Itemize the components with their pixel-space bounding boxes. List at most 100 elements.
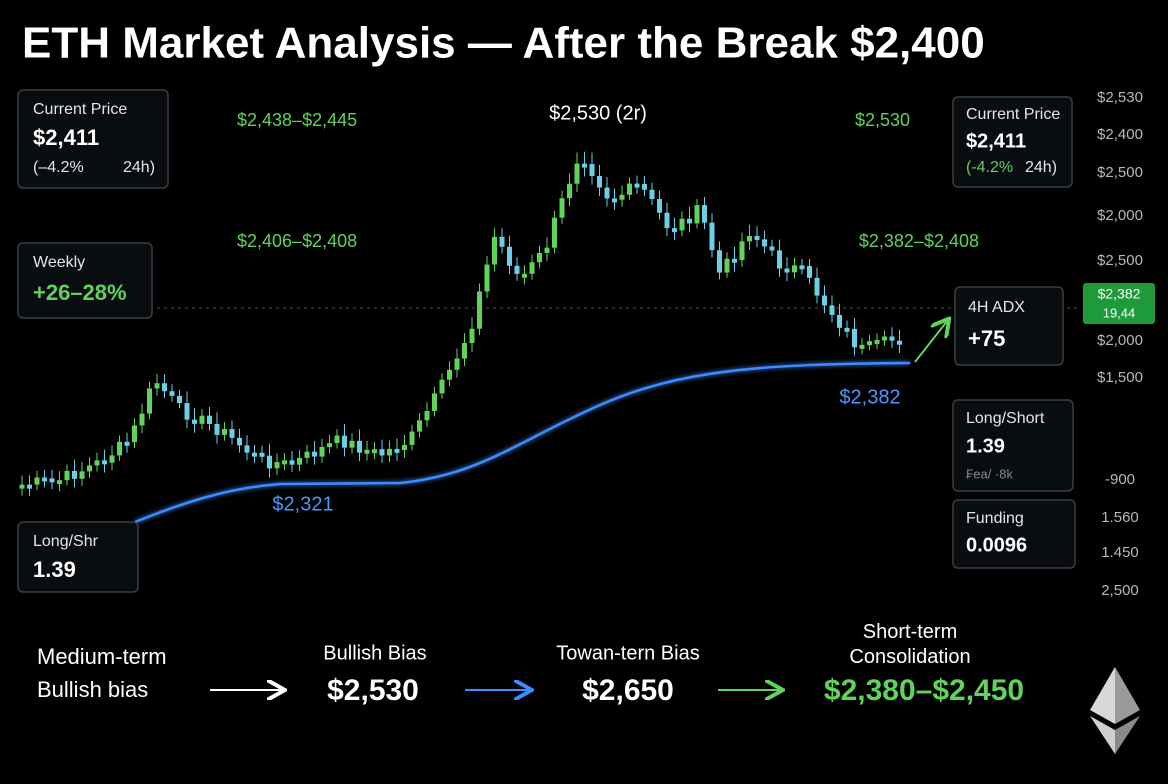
flow-start: Medium-term [37, 644, 167, 669]
axis-label: $2,000 [1097, 207, 1143, 224]
candle [522, 273, 527, 278]
candle [484, 264, 490, 292]
candle [222, 429, 227, 435]
candle [357, 440, 362, 453]
axis-label: 1.560 [1101, 509, 1139, 526]
candle [762, 239, 767, 247]
candle [27, 484, 32, 489]
badge-sub: 19,44 [1103, 305, 1136, 320]
candle [657, 199, 662, 213]
flow-start: Bullish bias [37, 677, 148, 702]
flow-label: Short-term Consolidation [849, 621, 971, 668]
candle [709, 222, 715, 251]
candle [349, 440, 355, 448]
axis-label: $2,400 [1097, 126, 1143, 143]
level-label: $2,530 [855, 110, 910, 130]
candle [79, 471, 85, 479]
candle [687, 218, 692, 224]
card [952, 96, 1073, 188]
card-period: 24h) [123, 159, 155, 176]
candle [837, 314, 842, 328]
candle [604, 187, 610, 199]
level-label: $2,438–$2,445 [237, 110, 357, 130]
candle [537, 252, 542, 263]
card-value: 1.39 [33, 557, 76, 582]
candle [162, 383, 167, 392]
arrow [914, 320, 948, 363]
card-label: Funding [966, 510, 1024, 527]
flow-value: $2,380–$2,450 [824, 674, 1024, 707]
candle [402, 444, 407, 451]
card-value: $2,411 [33, 125, 99, 150]
level-label: $2,406–$2,408 [237, 231, 357, 251]
candle [57, 480, 62, 485]
card-label: Long/Short [966, 410, 1045, 427]
candle [769, 246, 775, 251]
candle [882, 336, 887, 341]
candle [49, 478, 55, 483]
candle [492, 236, 497, 265]
candle [72, 470, 77, 479]
candle [132, 425, 137, 443]
candle [469, 328, 475, 344]
card [17, 242, 153, 319]
axis-label: 2,500 [1101, 582, 1139, 599]
candle [34, 477, 40, 485]
candle [169, 391, 175, 396]
candle [42, 477, 47, 482]
card-label: Weekly [33, 254, 85, 271]
candle [327, 443, 332, 448]
candles [19, 151, 902, 496]
candle [702, 205, 707, 223]
candle [304, 451, 310, 458]
candle [64, 470, 70, 481]
candle [747, 235, 752, 242]
candle [214, 423, 220, 435]
candle [229, 429, 235, 438]
candle [364, 449, 370, 454]
candle [799, 265, 805, 270]
candle [19, 484, 25, 489]
candle [274, 462, 280, 469]
candle [499, 236, 505, 247]
candle [462, 343, 467, 359]
support-label: $2,382 [839, 386, 900, 408]
candle [207, 415, 212, 424]
card-value: $2,411 [966, 130, 1026, 152]
candle [582, 163, 587, 168]
candle [507, 246, 512, 266]
axis-label: $2,000 [1097, 332, 1143, 349]
candle [822, 295, 827, 306]
candle [319, 446, 325, 457]
candle [739, 241, 745, 261]
card-label: Current Price [966, 106, 1060, 123]
card-value: 0.0096 [966, 534, 1027, 556]
candle [252, 452, 257, 457]
candle [109, 455, 115, 463]
card [17, 521, 139, 593]
candle [792, 265, 797, 273]
candle [529, 262, 535, 274]
candle [379, 449, 385, 456]
candle [567, 183, 572, 199]
candle [259, 452, 265, 457]
candle [244, 445, 250, 453]
support-label: $2,321 [272, 493, 333, 515]
candle [859, 344, 865, 349]
card-value: +75 [968, 326, 1005, 351]
candle [867, 341, 872, 346]
card-note: ₣ea/ ·8k [966, 466, 1013, 481]
candle [477, 291, 482, 329]
candle [544, 247, 550, 253]
card-value: 1.39 [966, 435, 1005, 457]
flow-label: Bullish Bias [323, 642, 426, 664]
axis-label: 1.450 [1101, 544, 1139, 561]
candle [619, 194, 625, 200]
candle [874, 339, 880, 344]
candle [117, 441, 122, 456]
candle [454, 358, 460, 370]
peak-label: $2,530 (2r) [549, 102, 647, 124]
candle [237, 437, 242, 446]
card-label: Long/Shr [33, 533, 99, 550]
candle [177, 395, 182, 404]
